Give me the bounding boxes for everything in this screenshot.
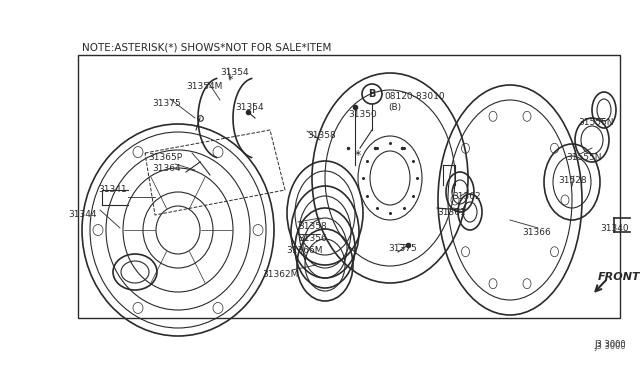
Text: 08120-83010: 08120-83010: [384, 92, 445, 101]
Text: B: B: [368, 89, 376, 99]
Text: 31362M: 31362M: [262, 270, 298, 279]
Text: 31354: 31354: [220, 68, 248, 77]
Text: FRONT: FRONT: [598, 272, 640, 282]
Text: 31375: 31375: [152, 99, 180, 108]
Text: 31366M: 31366M: [286, 246, 323, 255]
Text: 31354: 31354: [235, 103, 264, 112]
Text: 31361: 31361: [437, 208, 466, 217]
Text: (B): (B): [388, 103, 401, 112]
Text: J3 3000: J3 3000: [594, 340, 626, 349]
Text: 31354M: 31354M: [186, 82, 222, 91]
Text: 31375: 31375: [388, 244, 417, 253]
Text: 31362: 31362: [452, 192, 481, 201]
Text: 31340: 31340: [600, 224, 628, 233]
Text: 31341: 31341: [98, 185, 127, 194]
Text: 31344: 31344: [68, 210, 97, 219]
Text: 31350: 31350: [348, 110, 377, 119]
Text: 31366: 31366: [522, 228, 551, 237]
Text: 31364: 31364: [152, 164, 180, 173]
Text: 31356: 31356: [298, 234, 327, 243]
Text: 31555N: 31555N: [566, 153, 602, 162]
Text: 31358: 31358: [307, 131, 336, 140]
Text: 31556N: 31556N: [578, 118, 614, 127]
Text: 31528: 31528: [558, 176, 587, 185]
Text: *: *: [227, 75, 233, 85]
Text: NOTE:ASTERISK(*) SHOWS*NOT FOR SALE*ITEM: NOTE:ASTERISK(*) SHOWS*NOT FOR SALE*ITEM: [82, 42, 332, 52]
Text: 31358: 31358: [298, 222, 327, 231]
Text: 31365P: 31365P: [148, 153, 182, 162]
Bar: [78, 55, 620, 318]
Text: J3 3000: J3 3000: [594, 342, 626, 351]
Text: *: *: [355, 148, 361, 161]
